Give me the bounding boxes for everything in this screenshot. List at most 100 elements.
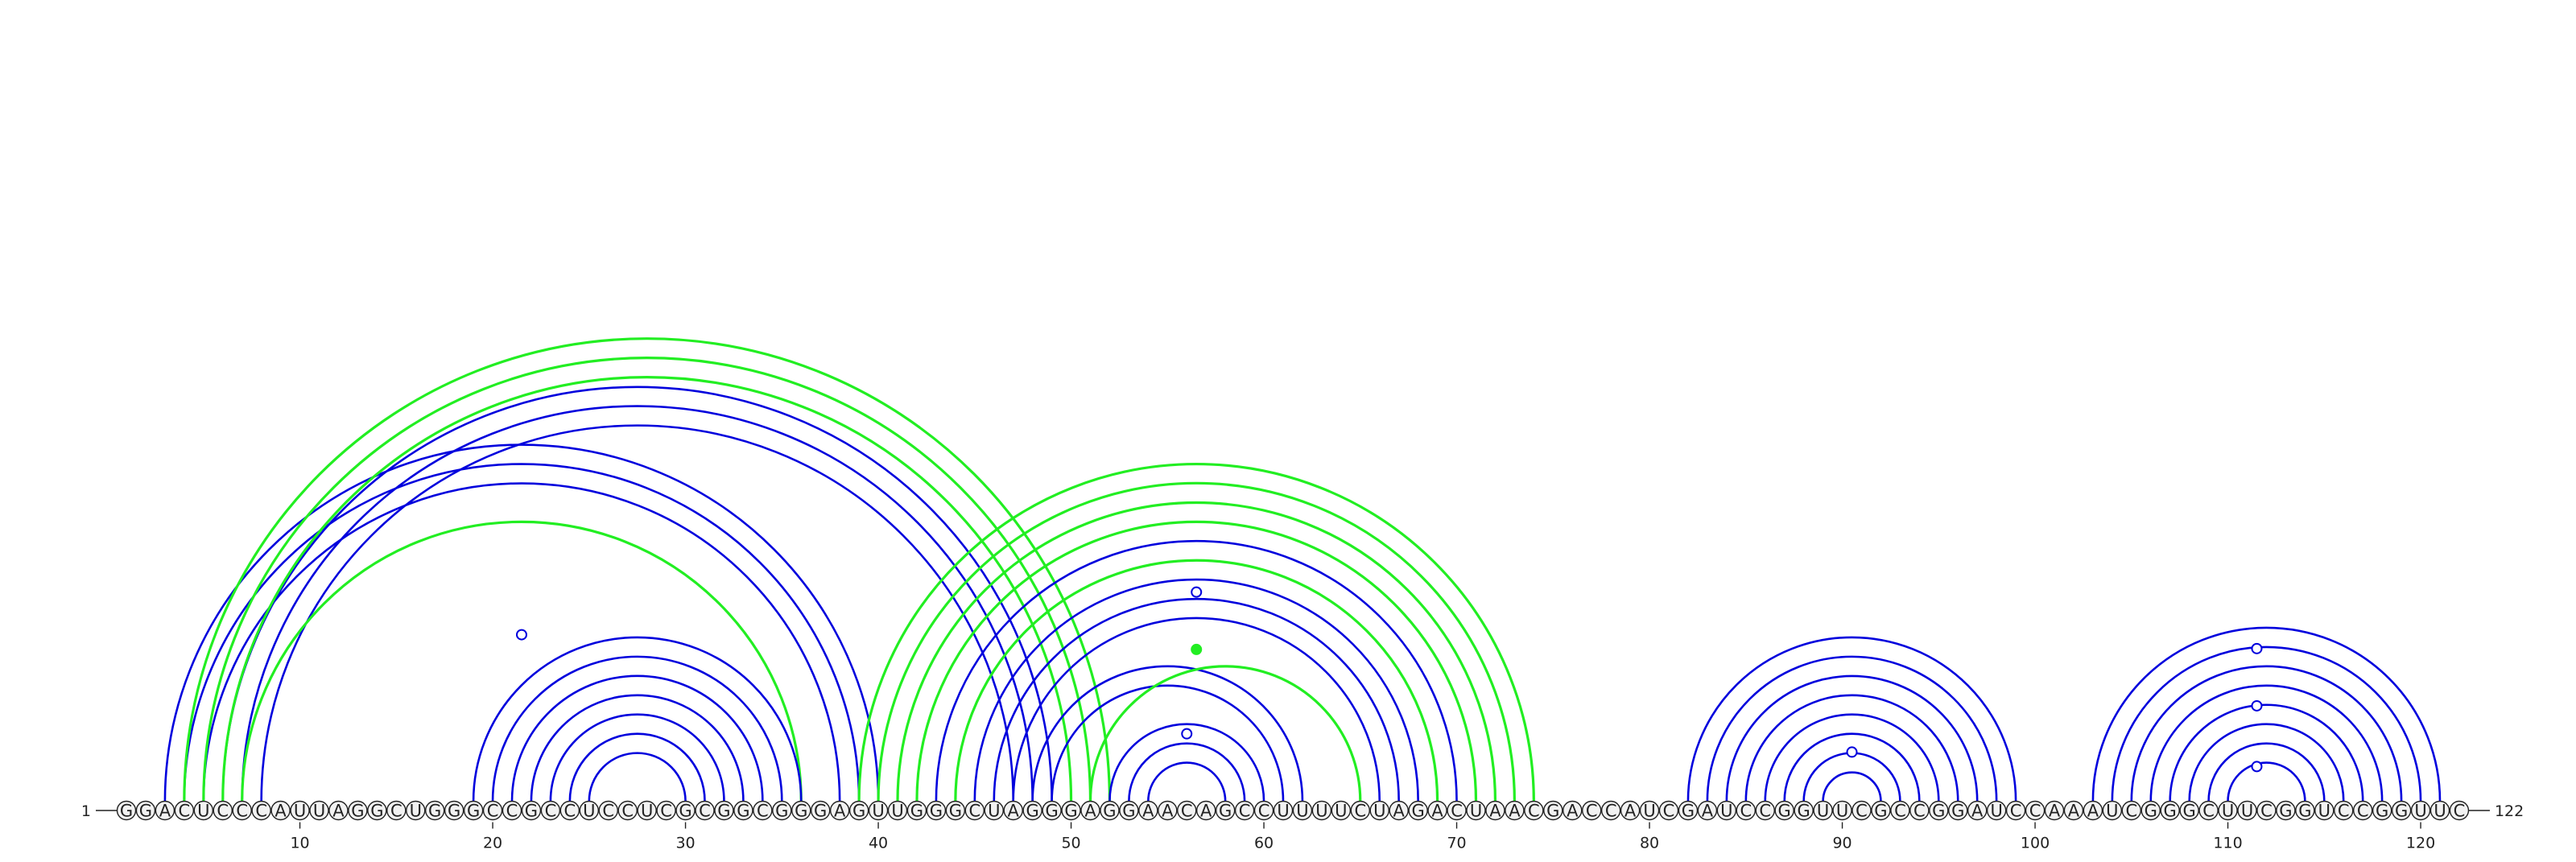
nucleotide-6: C (213, 800, 233, 821)
svg-text:U: U (2241, 802, 2253, 821)
arc-106-118 (2149, 684, 2384, 802)
nucleotide-52: G (1100, 800, 1120, 821)
svg-text:G: G (2145, 802, 2157, 821)
svg-text:C: C (390, 802, 402, 821)
tick-label-90: 90 (1832, 835, 1852, 852)
arc-46-67 (993, 597, 1400, 802)
nucleotide-67: A (1389, 800, 1409, 821)
arc-39-74 (857, 462, 1535, 802)
svg-text:C: C (602, 802, 614, 821)
nucleotide-96: G (1948, 800, 1968, 821)
svg-text:A: A (2087, 802, 2099, 821)
svg-text:A: A (834, 802, 846, 821)
arc-marker-2 (1191, 643, 1203, 655)
svg-text:G: G (2395, 802, 2408, 821)
arc-20-35 (491, 655, 783, 802)
svg-text:G: G (2376, 802, 2388, 821)
nucleotide-22: G (521, 800, 542, 821)
nucleotide-76: A (1563, 800, 1583, 821)
nucleotide-53: G (1119, 800, 1139, 821)
svg-text:G: G (775, 802, 788, 821)
svg-text:G: G (1026, 802, 1039, 821)
svg-text:G: G (1951, 802, 1964, 821)
nucleotide-9: A (270, 800, 291, 821)
arc-21-34 (510, 674, 764, 802)
svg-text:G: G (1798, 802, 1810, 821)
nucleotide-50: G (1061, 800, 1081, 821)
tick-label-50: 50 (1061, 835, 1080, 852)
arc-107-117 (2169, 703, 2364, 802)
arc-103-121 (2091, 626, 2442, 802)
svg-text:U: U (410, 802, 422, 821)
svg-text:G: G (1412, 802, 1425, 821)
svg-text:U: U (1296, 802, 1308, 821)
arc-45-68 (973, 578, 1419, 802)
svg-text:G: G (2279, 802, 2292, 821)
tick-label-110: 110 (2213, 835, 2242, 852)
nucleotide-46: U (984, 800, 1004, 821)
arc-6-50 (221, 376, 1073, 802)
nucleotide-112: C (2256, 800, 2277, 821)
svg-text:G: G (370, 802, 383, 821)
svg-text:C: C (2029, 802, 2041, 821)
nucleotide-28: U (637, 800, 657, 821)
svg-text:A: A (1971, 802, 1984, 821)
nucleotide-1: G (116, 800, 137, 821)
arc-105-119 (2130, 665, 2403, 802)
nucleotide-61: U (1273, 800, 1294, 821)
nucleotide-66: U (1369, 800, 1389, 821)
svg-text:C: C (2125, 802, 2137, 821)
nucleotide-102: A (2063, 800, 2084, 821)
svg-text:C: C (1181, 802, 1193, 821)
svg-text:A: A (1624, 802, 1637, 821)
nucleotide-103: A (2083, 800, 2103, 821)
nucleotide-121: U (2429, 800, 2450, 821)
nucleotide-32: G (714, 800, 734, 821)
svg-text:A: A (1702, 802, 1714, 821)
base-pair-arcs (163, 337, 2442, 802)
svg-text:G: G (1064, 802, 1077, 821)
nucleotide-101: A (2044, 800, 2065, 821)
nucleotide-5: U (193, 800, 214, 821)
svg-text:U: U (2106, 802, 2118, 821)
nucleotide-41: U (887, 800, 908, 821)
nucleotide-27: C (617, 800, 638, 821)
svg-text:G: G (737, 802, 749, 821)
nucleotide-12: A (328, 800, 349, 821)
arc-82-99 (1686, 636, 2017, 802)
nucleotide-77: C (1581, 800, 1602, 821)
nucleotide-122: C (2449, 800, 2470, 821)
arc-110-114 (2227, 761, 2306, 802)
arc-83-98 (1706, 655, 1998, 802)
nucleotide-56: C (1177, 800, 1197, 821)
arc-48-62 (1031, 665, 1304, 802)
nucleotide-97: A (1967, 800, 1988, 821)
arc-89-92 (1822, 771, 1882, 802)
svg-text:C: C (2338, 802, 2350, 821)
nucleotide-26: C (598, 800, 618, 821)
nucleotide-70: C (1447, 800, 1467, 821)
nucleotide-7: C (232, 800, 252, 821)
nucleotide-39: G (848, 800, 869, 821)
svg-text:U: U (583, 802, 595, 821)
svg-text:A: A (1142, 802, 1154, 821)
nucleotide-20: C (482, 800, 503, 821)
nucleotide-83: A (1697, 800, 1718, 821)
tick-label-40: 40 (869, 835, 888, 852)
arc-85-96 (1744, 694, 1959, 802)
nucleotide-65: C (1350, 800, 1371, 821)
nucleotide-11: U (309, 800, 329, 821)
nucleotide-93: C (1890, 800, 1910, 821)
svg-text:U: U (891, 802, 903, 821)
svg-text:A: A (1509, 802, 1521, 821)
arc-41-72 (896, 501, 1497, 802)
nucleotide-40: U (868, 800, 889, 821)
svg-text:A: A (1567, 802, 1579, 821)
nucleotide-109: C (2198, 800, 2219, 821)
nucleotide-25: U (579, 800, 599, 821)
svg-text:C: C (757, 802, 769, 821)
arc-47-66 (1012, 617, 1381, 802)
